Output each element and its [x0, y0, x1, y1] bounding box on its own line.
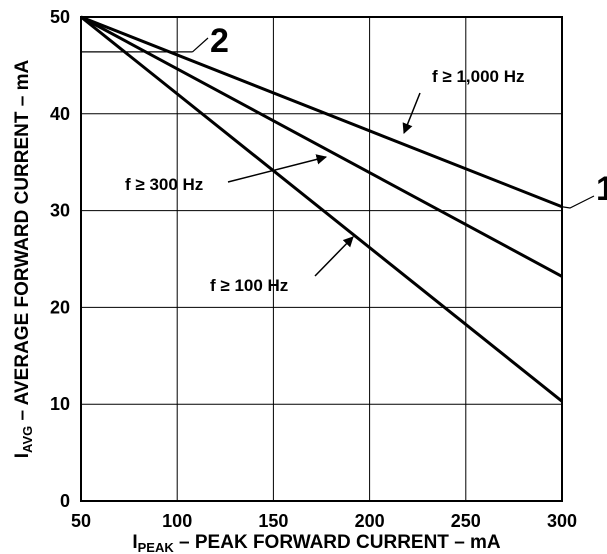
series-label-2: f ≥ 100 Hz [210, 276, 288, 295]
x-tick-label: 150 [258, 511, 288, 531]
y-axis-label-rest: – AVERAGE FORWARD CURRENT – mA [12, 59, 33, 425]
series-line-1 [80, 15, 563, 278]
series-label-arrow-0 [402, 92, 421, 134]
callout-1: 1 [596, 170, 607, 208]
series-line-0 [80, 15, 563, 209]
y-tick-label: 20 [50, 297, 70, 317]
series-line-2 [80, 15, 563, 403]
plot-frame [80, 16, 563, 502]
callout-1-leader [561, 195, 595, 209]
x-tick-label: 300 [547, 511, 577, 531]
tick-labels: 50 100 150 200 250 300 0 10 20 30 40 50 [50, 7, 577, 531]
x-axis-label-main: I [132, 532, 137, 553]
y-axis-label-sub: AVG [20, 426, 35, 453]
series-label-1: f ≥ 300 Hz [125, 175, 203, 194]
y-tick-label: 40 [50, 104, 70, 124]
y-tick-label: 10 [50, 394, 70, 414]
callout-2: 2 [210, 22, 229, 60]
x-tick-label: 50 [71, 511, 91, 531]
y-tick-label: 0 [60, 491, 70, 511]
x-axis-label: IPEAK – PEAK FORWARD CURRENT – mA [132, 532, 501, 554]
series-label-0: f ≥ 1,000 Hz [432, 67, 524, 86]
callout-2-leader [192, 37, 209, 53]
series-label-arrow-2 [314, 236, 354, 277]
x-tick-label: 250 [451, 511, 481, 531]
y-axis-label: IAVG – AVERAGE FORWARD CURRENT – mA [12, 59, 35, 458]
series-label-arrow-1 [227, 154, 328, 183]
x-tick-label: 200 [355, 511, 385, 531]
y-axis-label-main: I [12, 453, 33, 458]
y-tick-label: 30 [50, 201, 70, 221]
x-tick-label: 100 [162, 511, 192, 531]
y-tick-label: 50 [50, 7, 70, 27]
series-labels: f ≥ 1,000 Hz f ≥ 300 Hz f ≥ 100 Hz 1 2 [125, 22, 607, 295]
series-lines [80, 15, 563, 403]
grid-lines [81, 17, 562, 501]
x-axis-label-sub: PEAK [138, 540, 175, 554]
x-axis-label-rest: – PEAK FORWARD CURRENT – mA [174, 532, 501, 553]
